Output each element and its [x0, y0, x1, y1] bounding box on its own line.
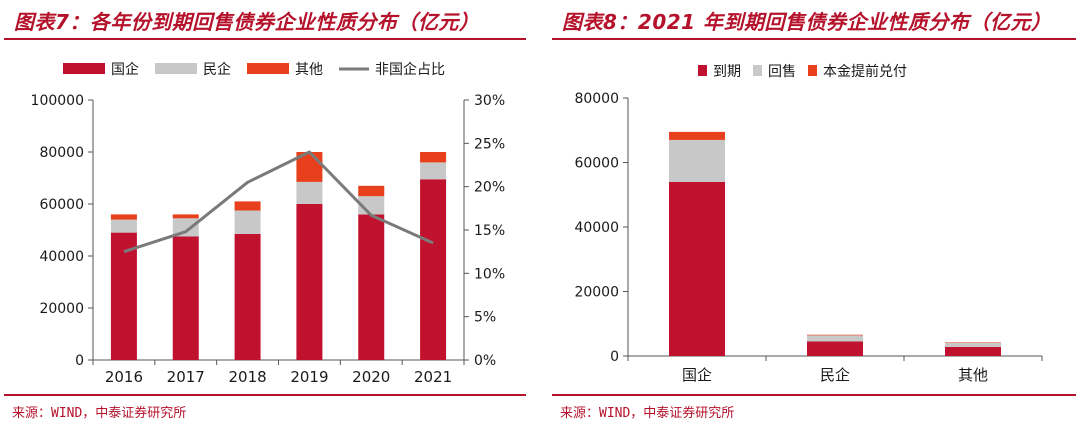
title-rule — [552, 38, 1076, 40]
legend-label: 非国企占比 — [375, 61, 445, 78]
bar-segment — [234, 210, 261, 234]
x-tick-label: 2018 — [228, 368, 266, 386]
bar-segment — [172, 214, 199, 219]
bar-segment — [669, 131, 725, 140]
legend-label: 国企 — [111, 61, 139, 78]
bar-segment — [172, 218, 199, 237]
y2-tick-label: 20% — [474, 180, 505, 196]
bar-segment — [669, 181, 725, 356]
y2-tick-label: 5% — [474, 310, 496, 326]
y-tick-label: 80000 — [39, 145, 84, 161]
legend-label: 回售 — [768, 64, 796, 80]
y2-tick-label: 25% — [474, 136, 505, 152]
bar-segment — [807, 341, 863, 356]
y-tick-label: 80000 — [574, 91, 619, 107]
title-rule — [4, 38, 526, 40]
y-tick-label: 0 — [75, 353, 84, 369]
bar-segment — [669, 139, 725, 182]
chart-title: 图表7：各年份到期回售债券企业性质分布（亿元） — [14, 10, 480, 34]
y-tick-label: 40000 — [574, 220, 619, 236]
bar-segment — [296, 204, 323, 360]
source-rule — [552, 394, 1076, 396]
legend-swatch — [247, 63, 289, 74]
bar-segment — [234, 201, 261, 211]
chart-right-svg: 到期 回售 本金提前兑付 0 20000 40000 60000 80000 国企 民企 其他 — [574, 63, 1043, 384]
bar-segment — [110, 219, 137, 233]
source-note: 来源：WIND，中泰证券研究所 — [12, 406, 187, 421]
bar-segment — [420, 179, 447, 360]
x-tick-label: 2019 — [290, 368, 328, 386]
y2-tick-label: 0% — [474, 353, 496, 369]
y2-tick-label: 15% — [474, 223, 505, 239]
x-tick-label: 2016 — [105, 368, 143, 386]
bar-segment — [234, 233, 261, 360]
legend-swatch — [155, 63, 197, 74]
bar-segment — [420, 162, 447, 180]
legend-swatch — [808, 65, 817, 76]
y-tick-label: 60000 — [574, 156, 619, 172]
x-tick-label: 2021 — [414, 368, 452, 386]
y-tick-label: 20000 — [39, 301, 84, 317]
bar-segment — [358, 214, 385, 360]
bar-segment — [807, 334, 863, 336]
legend-label: 其他 — [295, 62, 323, 78]
legend-swatch — [698, 65, 707, 76]
bar-segment — [807, 335, 863, 342]
legend-label: 本金提前兑付 — [823, 63, 907, 80]
chart-panel-left: 图表7：各年份到期回售债券企业性质分布（亿元） 国企 民企 其他 非国企占比 0 2000… — [0, 0, 530, 426]
bar-segment — [945, 346, 1001, 356]
chart-panel-right: 图表8：2021 年到期回售债券企业性质分布（亿元） 到期 回售 本金提前兑付 0 20… — [548, 0, 1080, 426]
bar-segment — [420, 152, 447, 163]
legend-label: 到期 — [713, 64, 741, 80]
x-tick-label: 民企 — [820, 366, 850, 384]
y-tick-label: 20000 — [574, 285, 619, 301]
x-tick-label: 2017 — [167, 368, 205, 386]
bar-segment — [172, 236, 199, 360]
bar-segment — [358, 185, 385, 197]
x-tick-label: 国企 — [682, 366, 712, 384]
bar-segment — [110, 232, 137, 360]
source-rule — [4, 394, 526, 396]
bar-segment — [110, 214, 137, 220]
bar-segment — [945, 342, 1001, 347]
line-series-path — [123, 150, 434, 254]
bar-segment — [296, 181, 323, 204]
x-tick-label: 2020 — [352, 368, 390, 386]
source-note: 来源：WIND，中泰证券研究所 — [560, 406, 735, 421]
x-tick-label: 其他 — [958, 366, 988, 384]
y-tick-label: 40000 — [39, 249, 84, 265]
legend-label: 民企 — [203, 61, 231, 78]
chart-left-svg: 国企 民企 其他 非国企占比 0 20000 40000 60000 80000 100000 20… — [31, 61, 506, 386]
y-tick-label: 0 — [610, 349, 619, 365]
legend-swatch — [753, 65, 762, 76]
y2-tick-label: 30% — [474, 93, 505, 109]
chart-title: 图表8：2021 年到期回售债券企业性质分布（亿元） — [562, 10, 1052, 34]
legend-swatch — [63, 63, 105, 74]
y-tick-label: 100000 — [31, 93, 84, 109]
y2-tick-label: 10% — [474, 266, 505, 282]
y-tick-label: 60000 — [39, 197, 84, 213]
